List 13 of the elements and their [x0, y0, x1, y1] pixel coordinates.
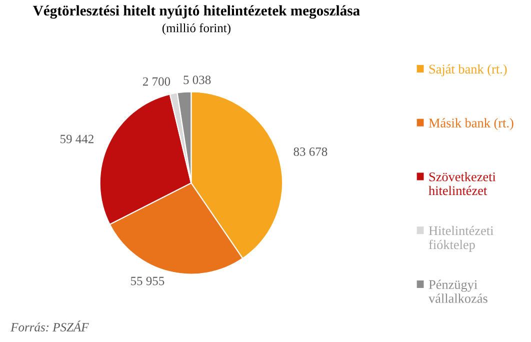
data-label: 5 038	[184, 76, 211, 84]
legend-label: Másik bank (rt.)	[428, 118, 514, 130]
chart-subtitle: (millió forint)	[162, 23, 230, 35]
legend-label: Pénzügyi vállalkozás	[428, 280, 488, 303]
data-label: 59 442	[60, 134, 94, 144]
chart-title: Végtörlesztési hitelt nyújtó hitelintézetek megoszlása	[33, 5, 360, 19]
data-label: 55 955	[131, 276, 164, 286]
data-label: 2 700	[142, 77, 170, 86]
legend-label: Szövetkezeti hitelintézet	[428, 172, 496, 196]
text: Forrás: PSZÁF	[10, 320, 89, 332]
legend-label: Hitelintézeti fióktelep	[428, 226, 494, 252]
data-label: 83 678	[294, 147, 328, 156]
legend-label: Saját bank (rt.)	[429, 64, 507, 76]
